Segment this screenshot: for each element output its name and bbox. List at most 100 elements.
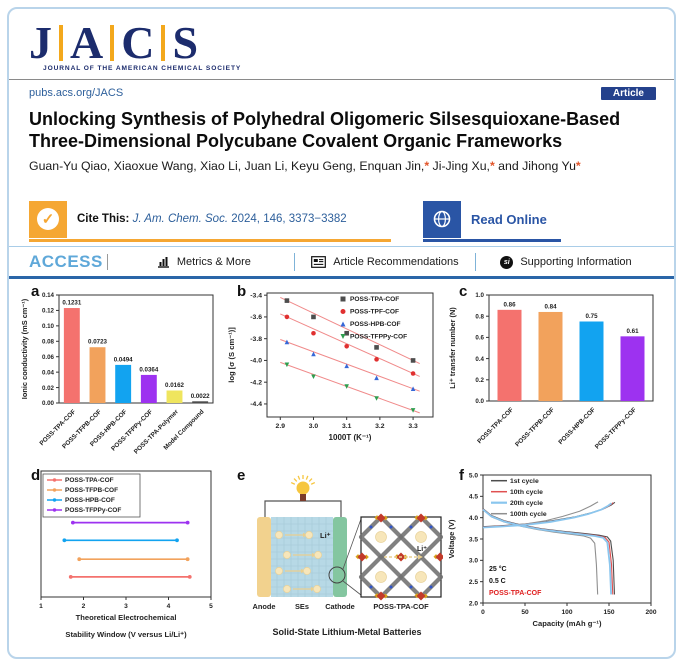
svg-text:0.6: 0.6 [475, 335, 484, 342]
svg-text:3.0: 3.0 [469, 558, 478, 565]
panel-a-letter: a [31, 283, 40, 300]
svg-text:3.1: 3.1 [342, 423, 352, 430]
supporting-information-icon: si [500, 255, 514, 269]
metrics-and-more-link[interactable]: Metrics & More [114, 256, 294, 268]
svg-text:0: 0 [481, 609, 485, 616]
svg-text:100th cycle: 100th cycle [510, 511, 547, 518]
svg-text:0.08: 0.08 [42, 338, 55, 345]
svg-text:4.0: 4.0 [469, 515, 478, 522]
svg-text:0.10: 0.10 [42, 323, 55, 330]
access-separator [293, 253, 295, 271]
cite-this-text: Cite This: J. Am. Chem. Soc. 2024, 146, … [77, 213, 347, 225]
svg-text:100: 100 [561, 609, 572, 616]
svg-text:POSS-TFPPy-COF: POSS-TFPPy-COF [594, 406, 638, 450]
svg-text:0.0494: 0.0494 [114, 356, 133, 363]
svg-text:0.61: 0.61 [626, 328, 639, 335]
svg-text:Li⁺: Li⁺ [417, 546, 427, 553]
svg-text:Solid-State Lithium-Metal Batt: Solid-State Lithium-Metal Batteries [272, 627, 421, 637]
svg-text:POSS-TPA-COF: POSS-TPA-COF [373, 602, 429, 611]
svg-text:0.0: 0.0 [475, 398, 484, 405]
svg-text:POSS-TFPB-COF: POSS-TFPB-COF [65, 487, 118, 494]
svg-text:150: 150 [603, 609, 614, 616]
cite-label: Cite This: [77, 213, 130, 225]
svg-text:25 °C: 25 °C [489, 565, 507, 573]
svg-text:0.75: 0.75 [585, 313, 598, 320]
panel-f-chart-cycling: 0 50 100 150 200 2.0 2.5 3.0 3.5 4.0 4.5 5.0 1st cyc… [447, 472, 657, 628]
article-recommendations-link[interactable]: Article Recommendations [295, 256, 475, 268]
svg-text:POSS-HPB-COF: POSS-HPB-COF [557, 406, 597, 446]
svg-text:2.9: 2.9 [276, 423, 286, 430]
svg-text:2.5: 2.5 [469, 579, 478, 586]
svg-text:0.2: 0.2 [475, 377, 484, 384]
panel-a: a 0.00 0.02 0.04 0.06 0.08 0.10 0.12 0.14 0.1231… [15, 281, 221, 465]
svg-text:POSS-HPB-COF: POSS-HPB-COF [65, 497, 115, 504]
svg-text:POSS-TFPPy-COF: POSS-TFPPy-COF [65, 507, 121, 514]
pubs-row: pubs.acs.org/JACS Article [29, 85, 656, 101]
svg-text:0.02: 0.02 [42, 385, 55, 392]
access-bar-bottom-rule [9, 276, 674, 279]
svg-text:Anode: Anode [253, 602, 276, 611]
supporting-information-link[interactable]: si Supporting Information [476, 255, 656, 269]
svg-text:POSS-TPA-COF: POSS-TPA-COF [65, 477, 114, 484]
jacs-logo-subtitle: JOURNAL OF THE AMERICAN CHEMICAL SOCIETY [43, 65, 242, 72]
panel-f: f 0 50 100 150 200 2.0 2.5 3.0 3.5 4.0 4.5 5.0 1st c… [443, 465, 668, 655]
svg-text:Capacity (mAh g⁻¹): Capacity (mAh g⁻¹) [533, 619, 602, 628]
svg-text:0.5 C: 0.5 C [489, 578, 506, 585]
panel-a-chart-ionic-conductivity: 0.00 0.02 0.04 0.06 0.08 0.10 0.12 0.14 0.1231 PO… [20, 292, 214, 456]
svg-text:5.0: 5.0 [469, 472, 478, 479]
svg-text:0.8: 0.8 [475, 313, 484, 320]
svg-text:-4.0: -4.0 [250, 358, 262, 365]
svg-text:0.4: 0.4 [475, 356, 484, 363]
author-list: Guan-Yu Qiao, Xiaoxue Wang, Xiao Li, Jua… [29, 159, 581, 173]
metrics-icon [157, 257, 169, 268]
svg-text:Li⁺: Li⁺ [320, 531, 331, 540]
panel-b-chart-arrhenius: 2.9 3.0 3.1 3.2 3.3 -3.4 -3.6 -3.8 -4.0 -4.2 -4.4 P… [227, 292, 434, 442]
svg-text:-4.2: -4.2 [250, 379, 262, 386]
svg-text:-3.6: -3.6 [250, 314, 262, 321]
svg-text:3.3: 3.3 [408, 423, 418, 430]
access-link[interactable]: ACCESS [29, 252, 103, 271]
article-type-badge: Article [600, 86, 656, 100]
svg-text:1000T (K⁻¹): 1000T (K⁻¹) [329, 433, 372, 442]
svg-text:POSS-TPA-COF: POSS-TPA-COF [350, 296, 399, 303]
svg-text:50: 50 [521, 609, 529, 616]
svg-text:1st cycle: 1st cycle [510, 478, 539, 485]
panel-c-chart-transfer-number: 0.0 0.2 0.4 0.6 0.8 1.0 0.86 POSS-TPA-COF 0.84 PO… [448, 292, 654, 451]
svg-text:0.04: 0.04 [42, 369, 55, 376]
title-line-1: Unlocking Synthesis of Polyhedral Oligom… [29, 109, 621, 129]
svg-text:POSS-TPA-COF: POSS-TPA-COF [476, 406, 515, 445]
svg-text:0.00: 0.00 [42, 400, 55, 407]
read-online-button[interactable]: Read Online [423, 199, 561, 242]
cite-check-icon: ✓ [29, 200, 67, 238]
figure-panels: a 0.00 0.02 0.04 0.06 0.08 0.10 0.12 0.14 0.1231… [15, 281, 668, 655]
access-separator [474, 253, 476, 271]
svg-text:0.86: 0.86 [503, 301, 516, 308]
article-title: Unlocking Synthesis of Polyhedral Oligom… [29, 109, 658, 153]
svg-text:POSS-TFPB-COF: POSS-TFPB-COF [514, 406, 556, 448]
svg-text:Stability Window (V versus Li/: Stability Window (V versus Li/Li⁺) [65, 630, 187, 639]
svg-text:-4.4: -4.4 [250, 401, 262, 408]
svg-text:0.0723: 0.0723 [88, 339, 107, 346]
cite-readonline-row: ✓ Cite This: J. Am. Chem. Soc. 2024, 146… [29, 199, 658, 243]
svg-text:200: 200 [645, 609, 656, 616]
svg-text:2: 2 [82, 603, 86, 610]
cite-detail: 2024, 146, 3373−3382 [228, 213, 347, 225]
svg-text:-3.4: -3.4 [250, 292, 262, 299]
svg-text:2.0: 2.0 [469, 600, 478, 607]
cite-this-button[interactable]: ✓ Cite This: J. Am. Chem. Soc. 2024, 146… [29, 199, 391, 242]
svg-text:0.1231: 0.1231 [62, 300, 81, 307]
panel-d-letter: d [31, 467, 41, 484]
svg-text:log [σ (S cm⁻¹)]: log [σ (S cm⁻¹)] [227, 327, 236, 383]
svg-text:4: 4 [167, 603, 171, 610]
svg-text:0.0364: 0.0364 [139, 366, 158, 373]
svg-text:3.0: 3.0 [309, 423, 319, 430]
svg-text:3.2: 3.2 [375, 423, 385, 430]
svg-text:Theoretical Electrochemical: Theoretical Electrochemical [76, 613, 177, 622]
journal-url-link[interactable]: pubs.acs.org/JACS [29, 87, 124, 99]
svg-text:POSS-TPA-Polymer: POSS-TPA-Polymer [133, 408, 180, 455]
svg-text:-3.8: -3.8 [250, 336, 262, 343]
panel-b: b 2.9 3.0 3.1 3.2 3.3 -3.4 -3.6 -3.8 -4.0 -4.2 -4.… [221, 281, 443, 465]
svg-text:POSS-TFPPy-COF: POSS-TFPPy-COF [350, 334, 407, 341]
